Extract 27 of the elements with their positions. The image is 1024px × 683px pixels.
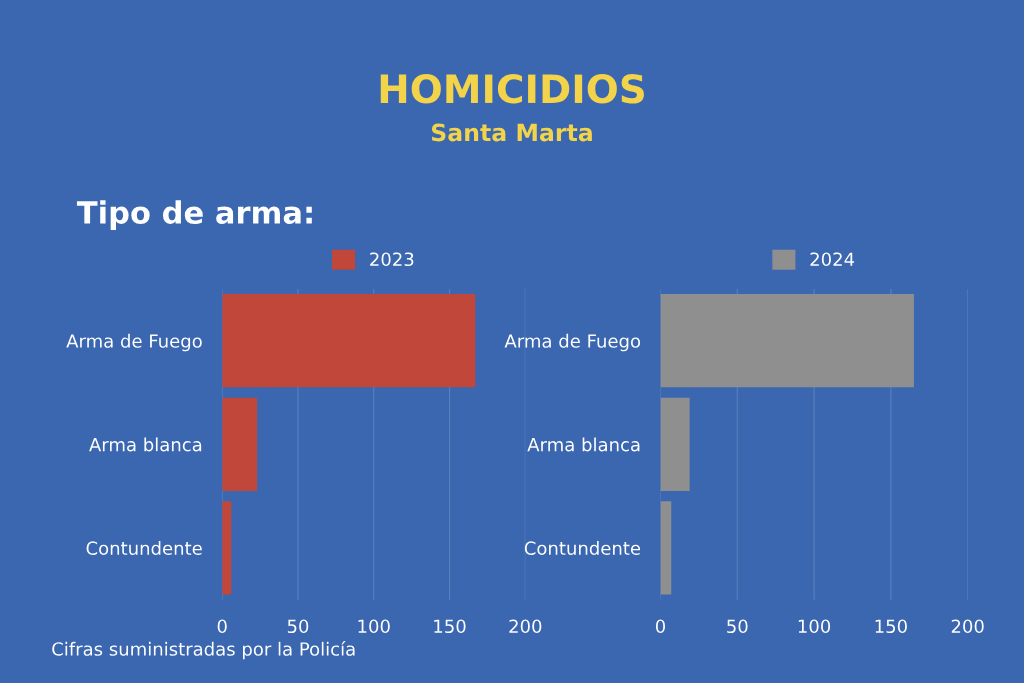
x-tick-label: 200 (509, 619, 542, 634)
y-tick-label: Arma blanca (527, 437, 640, 452)
x-tick-label: 50 (287, 619, 309, 634)
y-tick-label: Arma de Fuego (504, 333, 641, 352)
x-tick-label: 200 (951, 619, 984, 634)
x-tick-label: 0 (217, 619, 227, 634)
text: Cifras suministradas por la Policía (52, 641, 355, 660)
bar (222, 294, 476, 388)
bar (660, 294, 914, 388)
chart-title: HOMICIDIOS (380, 74, 644, 104)
x-tick-label: 50 (727, 619, 748, 634)
chart-subtitle: Santa Marta (431, 123, 592, 142)
y-tick-label: Contundente (86, 541, 202, 555)
x-tick-label: 100 (798, 619, 831, 634)
bar (660, 397, 690, 491)
x-tick-label: 150 (875, 619, 907, 634)
x-tick-label: 0 (655, 619, 666, 634)
y-tick-label: Arma blanca (89, 437, 202, 452)
y-tick-label: Arma de Fuego (66, 333, 202, 352)
legend-label: 2024 (810, 252, 855, 267)
text: Tipo de arma: (76, 200, 312, 230)
legend-label: 2023 (370, 252, 414, 267)
bar (222, 397, 258, 491)
x-tick-label: 100 (358, 619, 390, 634)
bar (660, 501, 672, 595)
x-tick-label: 150 (434, 619, 466, 634)
y-tick-label: Contundente (524, 541, 641, 555)
